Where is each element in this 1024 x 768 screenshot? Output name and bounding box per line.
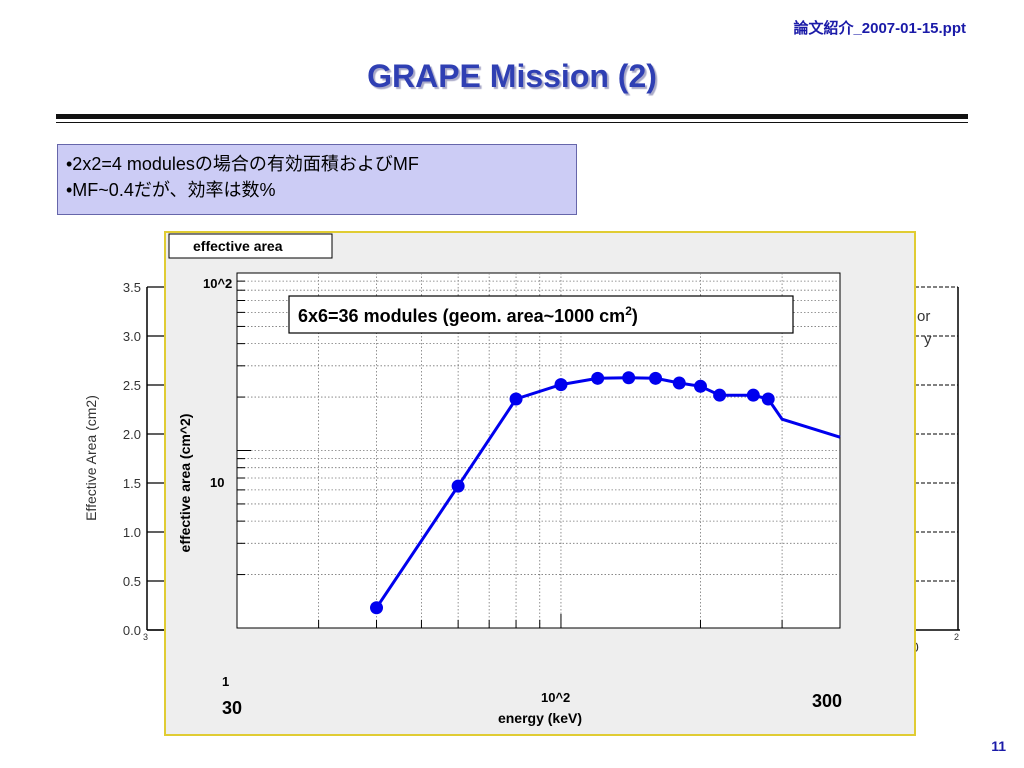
y-tick-label: 1 [222,674,229,689]
bg-partial-text: or [917,308,930,325]
bg-y-tick-label: 1.5 [123,476,141,491]
y-axis-label: effective area (cm^2) [177,414,193,553]
data-point [554,378,568,392]
effective-area-chart: effective area 10^2 10 1 10^2 effective … [164,231,916,736]
data-point [761,392,775,406]
x-extra-label: 300 [812,691,842,711]
note-box: •2x2=4 modulesの場合の有効面積およびMF •MF~0.4だが、効率… [57,144,577,215]
x-tick-label: 10^2 [541,690,570,705]
data-point [370,601,384,615]
bg-tick-label: 2 [954,632,959,642]
data-point [509,392,523,406]
bg-partial-text: y [924,331,932,348]
bg-y-tick-label: 2.0 [123,427,141,442]
bg-y-tick-label: 3.5 [123,280,141,295]
x-axis-label: energy (keV) [498,710,582,726]
title-rule [56,114,968,119]
data-point [672,376,686,390]
note-line: •2x2=4 modulesの場合の有効面積およびMF [66,154,419,174]
bg-y-tick-label: 2.5 [123,378,141,393]
chart-title-box [168,233,333,259]
bg-y-tick-label: 3.0 [123,329,141,344]
data-point [591,371,605,385]
slide-title: GRAPE Mission (2) [367,58,657,94]
x-extra-label: 30 [222,698,242,718]
title-rule-thin [56,122,968,123]
bg-y-tick-label: 0.5 [123,574,141,589]
annotation-text: 6x6=36 modules (geom. area~1000 cm2) [298,304,638,326]
data-point [451,479,465,493]
note-line: •MF~0.4だが、効率は数% [66,180,276,200]
annotation-box [288,295,794,334]
y-tick-label: 10 [210,475,224,490]
file-name: 論文紹介_2007-01-15.ppt [793,20,966,37]
bg-tick-label: 3 [143,632,148,642]
chart-title: effective area [193,238,283,254]
data-point [693,379,707,393]
data-point [746,388,760,402]
y-tick-label: 10^2 [203,276,232,291]
page-number: 11 [991,738,1006,754]
data-point [713,388,727,402]
bg-y-tick-label: 1.0 [123,525,141,540]
bg-y-axis-label: Effective Area (cm2) [83,395,99,521]
bg-y-tick-label: 0.0 [123,623,141,638]
data-point [649,371,663,385]
data-point [622,371,636,385]
